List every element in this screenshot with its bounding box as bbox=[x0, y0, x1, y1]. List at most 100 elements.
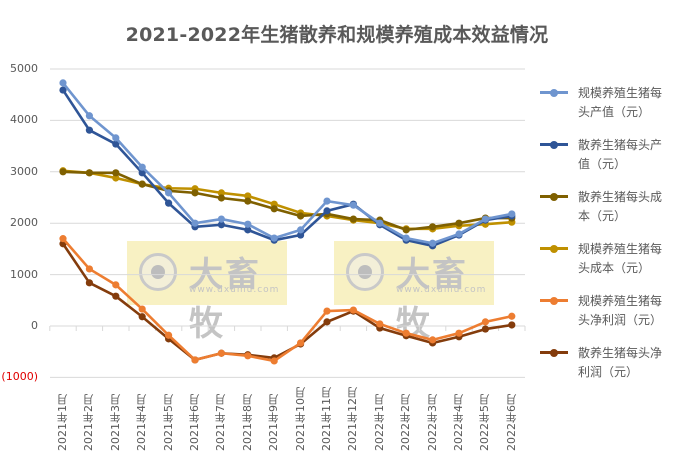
legend-label: 规模养殖生猪每头产值（元） bbox=[578, 86, 663, 119]
data-point bbox=[165, 189, 173, 197]
data-point bbox=[217, 215, 225, 223]
x-tick-label: 2021年4月 bbox=[135, 394, 149, 451]
data-point bbox=[376, 320, 384, 328]
y-tick-label: 5000 bbox=[10, 62, 38, 75]
watermark-url: www.dxumu.com bbox=[189, 285, 280, 295]
x-tick-label: 2021年5月 bbox=[161, 394, 175, 451]
x-tick-label: 2021年11月 bbox=[320, 387, 333, 451]
data-point bbox=[429, 239, 437, 247]
data-point bbox=[349, 306, 357, 314]
legend-line-marker-icon bbox=[540, 140, 568, 149]
data-point bbox=[191, 356, 199, 364]
data-point bbox=[165, 199, 173, 207]
x-tick-label: 2021年7月 bbox=[214, 394, 228, 451]
data-point bbox=[455, 230, 463, 238]
data-point bbox=[244, 220, 252, 228]
x-tick-label: 2022年5月 bbox=[478, 394, 492, 451]
data-point bbox=[481, 325, 489, 333]
data-point bbox=[112, 292, 120, 300]
series-line bbox=[62, 237, 513, 363]
series-line bbox=[61, 89, 513, 248]
data-point bbox=[85, 126, 93, 134]
data-point bbox=[217, 194, 225, 202]
data-point bbox=[217, 189, 225, 197]
legend-line-marker-icon bbox=[540, 192, 568, 201]
data-point bbox=[191, 189, 199, 197]
data-point bbox=[112, 281, 120, 289]
legend-item: 规模养殖生猪每头成本（元） bbox=[538, 240, 674, 292]
y-tick-label: 3000 bbox=[10, 164, 38, 178]
data-point bbox=[323, 207, 331, 215]
data-point bbox=[138, 169, 146, 177]
data-point bbox=[85, 265, 93, 273]
data-point bbox=[138, 313, 146, 321]
y-tick-label: 2000 bbox=[10, 216, 38, 230]
data-point bbox=[217, 349, 225, 357]
legend-label: 规模养殖生猪每头净利润（元） bbox=[578, 294, 663, 327]
watermark-logo-icon bbox=[346, 253, 384, 291]
data-point bbox=[112, 174, 120, 182]
legend-label: 散养生猪每头产值（元） bbox=[578, 138, 663, 171]
x-tick-label: 2021年8月 bbox=[240, 394, 254, 451]
x-tick-label: 2022年6月 bbox=[504, 394, 518, 451]
data-point bbox=[59, 235, 67, 243]
legend-line-marker-icon bbox=[540, 348, 568, 357]
x-tick-label: 2022年2月 bbox=[399, 394, 413, 451]
watermark-2: 大畜牧 www.dxumu.com bbox=[334, 241, 494, 344]
data-point bbox=[429, 223, 437, 231]
data-point bbox=[297, 231, 305, 239]
data-point bbox=[297, 226, 305, 234]
data-point bbox=[297, 339, 305, 347]
data-point bbox=[455, 329, 463, 337]
data-point bbox=[112, 140, 120, 148]
data-point bbox=[323, 318, 331, 326]
chart-legend: 规模养殖生猪每头产值（元） 散养生猪每头产值（元） 散养生猪每头成本（元） 规模养殖生… bbox=[538, 84, 674, 396]
data-point bbox=[112, 134, 120, 142]
x-tick-label: 2021年1月 bbox=[56, 394, 69, 451]
legend-line-marker-icon bbox=[540, 244, 568, 253]
y-tick-label: 1000 bbox=[10, 267, 38, 281]
watermark-url: www.dxumu.com bbox=[396, 285, 487, 295]
data-point bbox=[481, 215, 489, 223]
x-tick-label: 2021年12月 bbox=[346, 387, 360, 451]
legend-item: 规模养殖生猪每头产值（元） bbox=[538, 84, 674, 136]
series-line bbox=[61, 243, 513, 362]
legend-label: 散养生猪每头成本（元） bbox=[578, 190, 663, 223]
data-point bbox=[323, 307, 331, 315]
x-tick-label: 2022年4月 bbox=[452, 394, 465, 451]
legend-label: 规模养殖生猪每头成本（元） bbox=[578, 242, 663, 275]
data-point bbox=[85, 279, 93, 287]
y-tick-label: (1000) bbox=[1, 370, 38, 384]
data-point bbox=[59, 86, 67, 94]
data-point bbox=[323, 197, 331, 205]
data-point bbox=[455, 219, 463, 227]
x-tick-label: 2022年1月 bbox=[372, 394, 386, 451]
data-point bbox=[349, 215, 357, 223]
data-point bbox=[244, 192, 252, 200]
x-tick-label: 2021年10月 bbox=[293, 387, 307, 451]
data-point bbox=[191, 219, 199, 227]
series-line bbox=[61, 82, 513, 245]
data-point bbox=[59, 79, 67, 87]
data-point bbox=[481, 318, 489, 326]
y-tick-label: 4000 bbox=[10, 113, 38, 127]
data-point bbox=[349, 201, 357, 209]
watermark-logo-icon bbox=[139, 253, 177, 291]
x-tick-label: 2021年9月 bbox=[267, 394, 281, 451]
legend-item: 散养生猪每头产值（元） bbox=[538, 136, 674, 188]
data-point bbox=[402, 226, 410, 234]
series-line bbox=[62, 170, 512, 232]
data-point bbox=[270, 205, 278, 213]
data-point bbox=[508, 321, 516, 329]
x-tick-label: 2021年6月 bbox=[188, 394, 201, 451]
data-point bbox=[508, 312, 516, 320]
x-tick-label: 2021年2月 bbox=[82, 394, 96, 451]
data-point bbox=[244, 197, 252, 205]
data-point bbox=[112, 169, 120, 177]
legend-item: 散养生猪每头成本（元） bbox=[538, 188, 674, 240]
legend-item: 散养生猪每头净利润（元） bbox=[538, 344, 674, 396]
x-tick-label: 2022年3月 bbox=[425, 394, 439, 451]
legend-line-marker-icon bbox=[540, 296, 568, 305]
legend-label: 散养生猪每头净利润（元） bbox=[578, 346, 663, 379]
